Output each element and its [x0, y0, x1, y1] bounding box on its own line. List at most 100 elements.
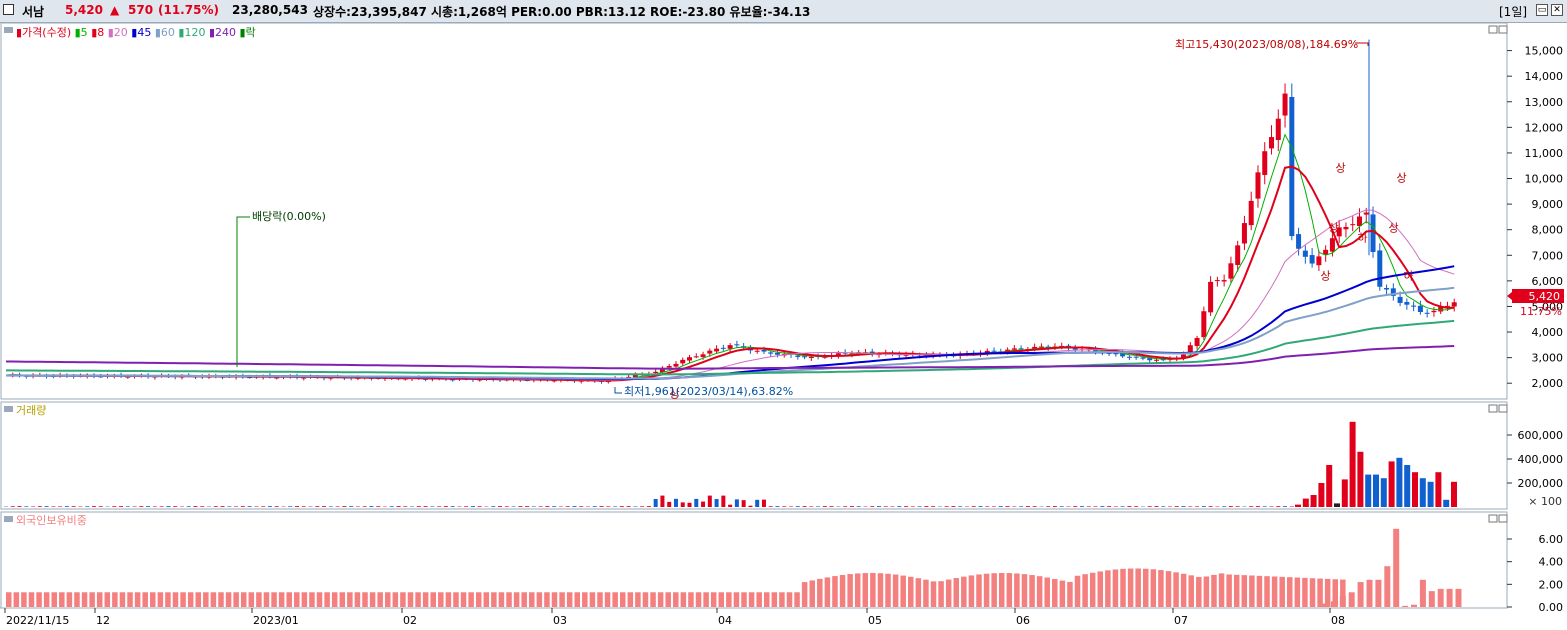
candle: [1140, 357, 1146, 359]
candle: [1411, 305, 1417, 307]
candle: [1275, 118, 1281, 141]
price-tick-label: 2,000: [1532, 377, 1564, 390]
volume-bar: [477, 506, 482, 507]
volume-bar: [877, 506, 881, 507]
x-tick-label: 03: [553, 614, 567, 627]
volume-bar: [552, 506, 557, 507]
foreign-ratio-bar: [498, 592, 505, 607]
candle: [1397, 296, 1403, 303]
foreign-ratio-bar: [1411, 604, 1417, 607]
volume-bar: [1365, 474, 1372, 507]
period-selector[interactable]: [1일]: [1499, 5, 1528, 19]
ma-120-line: [6, 319, 1455, 376]
foreign-ratio-bar: [385, 592, 391, 607]
volume-bar: [653, 498, 658, 507]
foreign-ratio-bar: [203, 592, 209, 607]
volume-bar: [1201, 506, 1206, 507]
foreign-ratio-bar: [870, 573, 876, 607]
foreign-panel[interactable]: [0, 511, 1508, 609]
foreign-ratio-bar: [1105, 570, 1111, 607]
foreign-ratio-bar: [218, 592, 224, 607]
volume-bar: [1073, 506, 1078, 507]
volume-bar: [599, 506, 604, 507]
volume-bar: [1295, 504, 1301, 507]
candle: [1221, 280, 1227, 282]
foreign-ratio-bar: [187, 592, 194, 607]
volume-bar: [680, 502, 685, 507]
volume-bar: [1404, 465, 1411, 507]
panel-handle-icon[interactable]: [4, 516, 13, 522]
candle: [714, 348, 720, 352]
candle: [1438, 306, 1444, 312]
volume-bar: [1093, 506, 1098, 507]
volume-panel-buttons[interactable]: [1488, 404, 1508, 413]
price-panel[interactable]: [0, 22, 1508, 400]
volume-bar: [227, 506, 232, 507]
foreign-ratio-bar: [945, 579, 952, 607]
volume-bar: [667, 501, 672, 507]
candle: [1444, 305, 1450, 307]
foreign-ratio-bar: [256, 592, 262, 607]
volume-bar: [328, 506, 333, 507]
panel-handle-icon[interactable]: [4, 27, 13, 33]
foreign-ratio-bar: [809, 580, 815, 607]
volume-bar: [1302, 498, 1309, 507]
restore-icon[interactable]: ▭: [1536, 4, 1548, 16]
price-change: 570: [128, 3, 154, 17]
volume-bar: [728, 504, 733, 507]
foreign-ratio-bar: [127, 592, 133, 607]
candle: [707, 350, 713, 354]
foreign-ratio-bar: [165, 592, 171, 607]
price-tick-label: 5,000: [1532, 300, 1564, 313]
candle: [1126, 356, 1132, 358]
legend-item: ▮5: [75, 26, 92, 39]
foreign-ratio-bar: [1211, 574, 1217, 607]
foreign-ratio-bar: [1287, 577, 1293, 607]
panel-handle-icon[interactable]: [4, 406, 13, 412]
volume-bar: [1310, 495, 1317, 507]
candle: [666, 366, 672, 368]
foreign-ratio-bar: [1150, 569, 1157, 607]
foreign-ratio-bar: [847, 574, 853, 607]
volume-bar: [1388, 461, 1395, 507]
candle: [1201, 311, 1207, 338]
foreign-ratio-bar: [278, 592, 285, 607]
volume-bar: [1373, 474, 1379, 507]
limit-up-marker: 상: [1334, 162, 1347, 173]
close-icon[interactable]: ✕: [1551, 4, 1563, 16]
foreign-panel-buttons[interactable]: [1488, 514, 1508, 523]
foreign-ratio-bar: [961, 576, 967, 607]
foreign-tick-label: 6.00: [1539, 533, 1564, 546]
volume-bar: [220, 506, 225, 507]
foreign-ratio-bar: [1322, 603, 1328, 607]
volume-bar: [572, 506, 577, 507]
limit-up-marker: 상: [1327, 222, 1340, 233]
price-panel-buttons[interactable]: [1488, 25, 1508, 34]
volume-bar: [71, 506, 76, 507]
candle: [1370, 214, 1376, 252]
volume-bar: [44, 506, 49, 507]
foreign-ratio-bar: [1067, 581, 1073, 607]
volume-bar: [944, 506, 949, 507]
foreign-ratio-bar: [1340, 579, 1346, 607]
foreign-ratio-bar: [119, 592, 126, 607]
select-checkbox[interactable]: [3, 4, 14, 15]
volume-bar: [1412, 472, 1418, 507]
volume-panel[interactable]: [0, 401, 1508, 510]
foreign-ratio-bar: [604, 592, 611, 607]
volume-bar: [978, 506, 983, 507]
foreign-ratio-bar: [1241, 575, 1248, 607]
volume-bar: [139, 506, 144, 507]
candle: [991, 350, 997, 352]
foreign-ratio-bar: [430, 592, 436, 607]
foreign-ratio-bar: [983, 573, 990, 607]
foreign-ratio-bar: [1279, 576, 1285, 607]
volume-bar: [1032, 506, 1037, 507]
foreign-ratio-bar: [13, 592, 20, 607]
volume-bar: [1188, 506, 1193, 507]
volume-bar: [389, 506, 394, 507]
volume-bar: [51, 506, 56, 507]
candle: [125, 376, 131, 378]
foreign-ratio-bar: [521, 592, 527, 607]
foreign-ratio-bar: [627, 592, 634, 607]
